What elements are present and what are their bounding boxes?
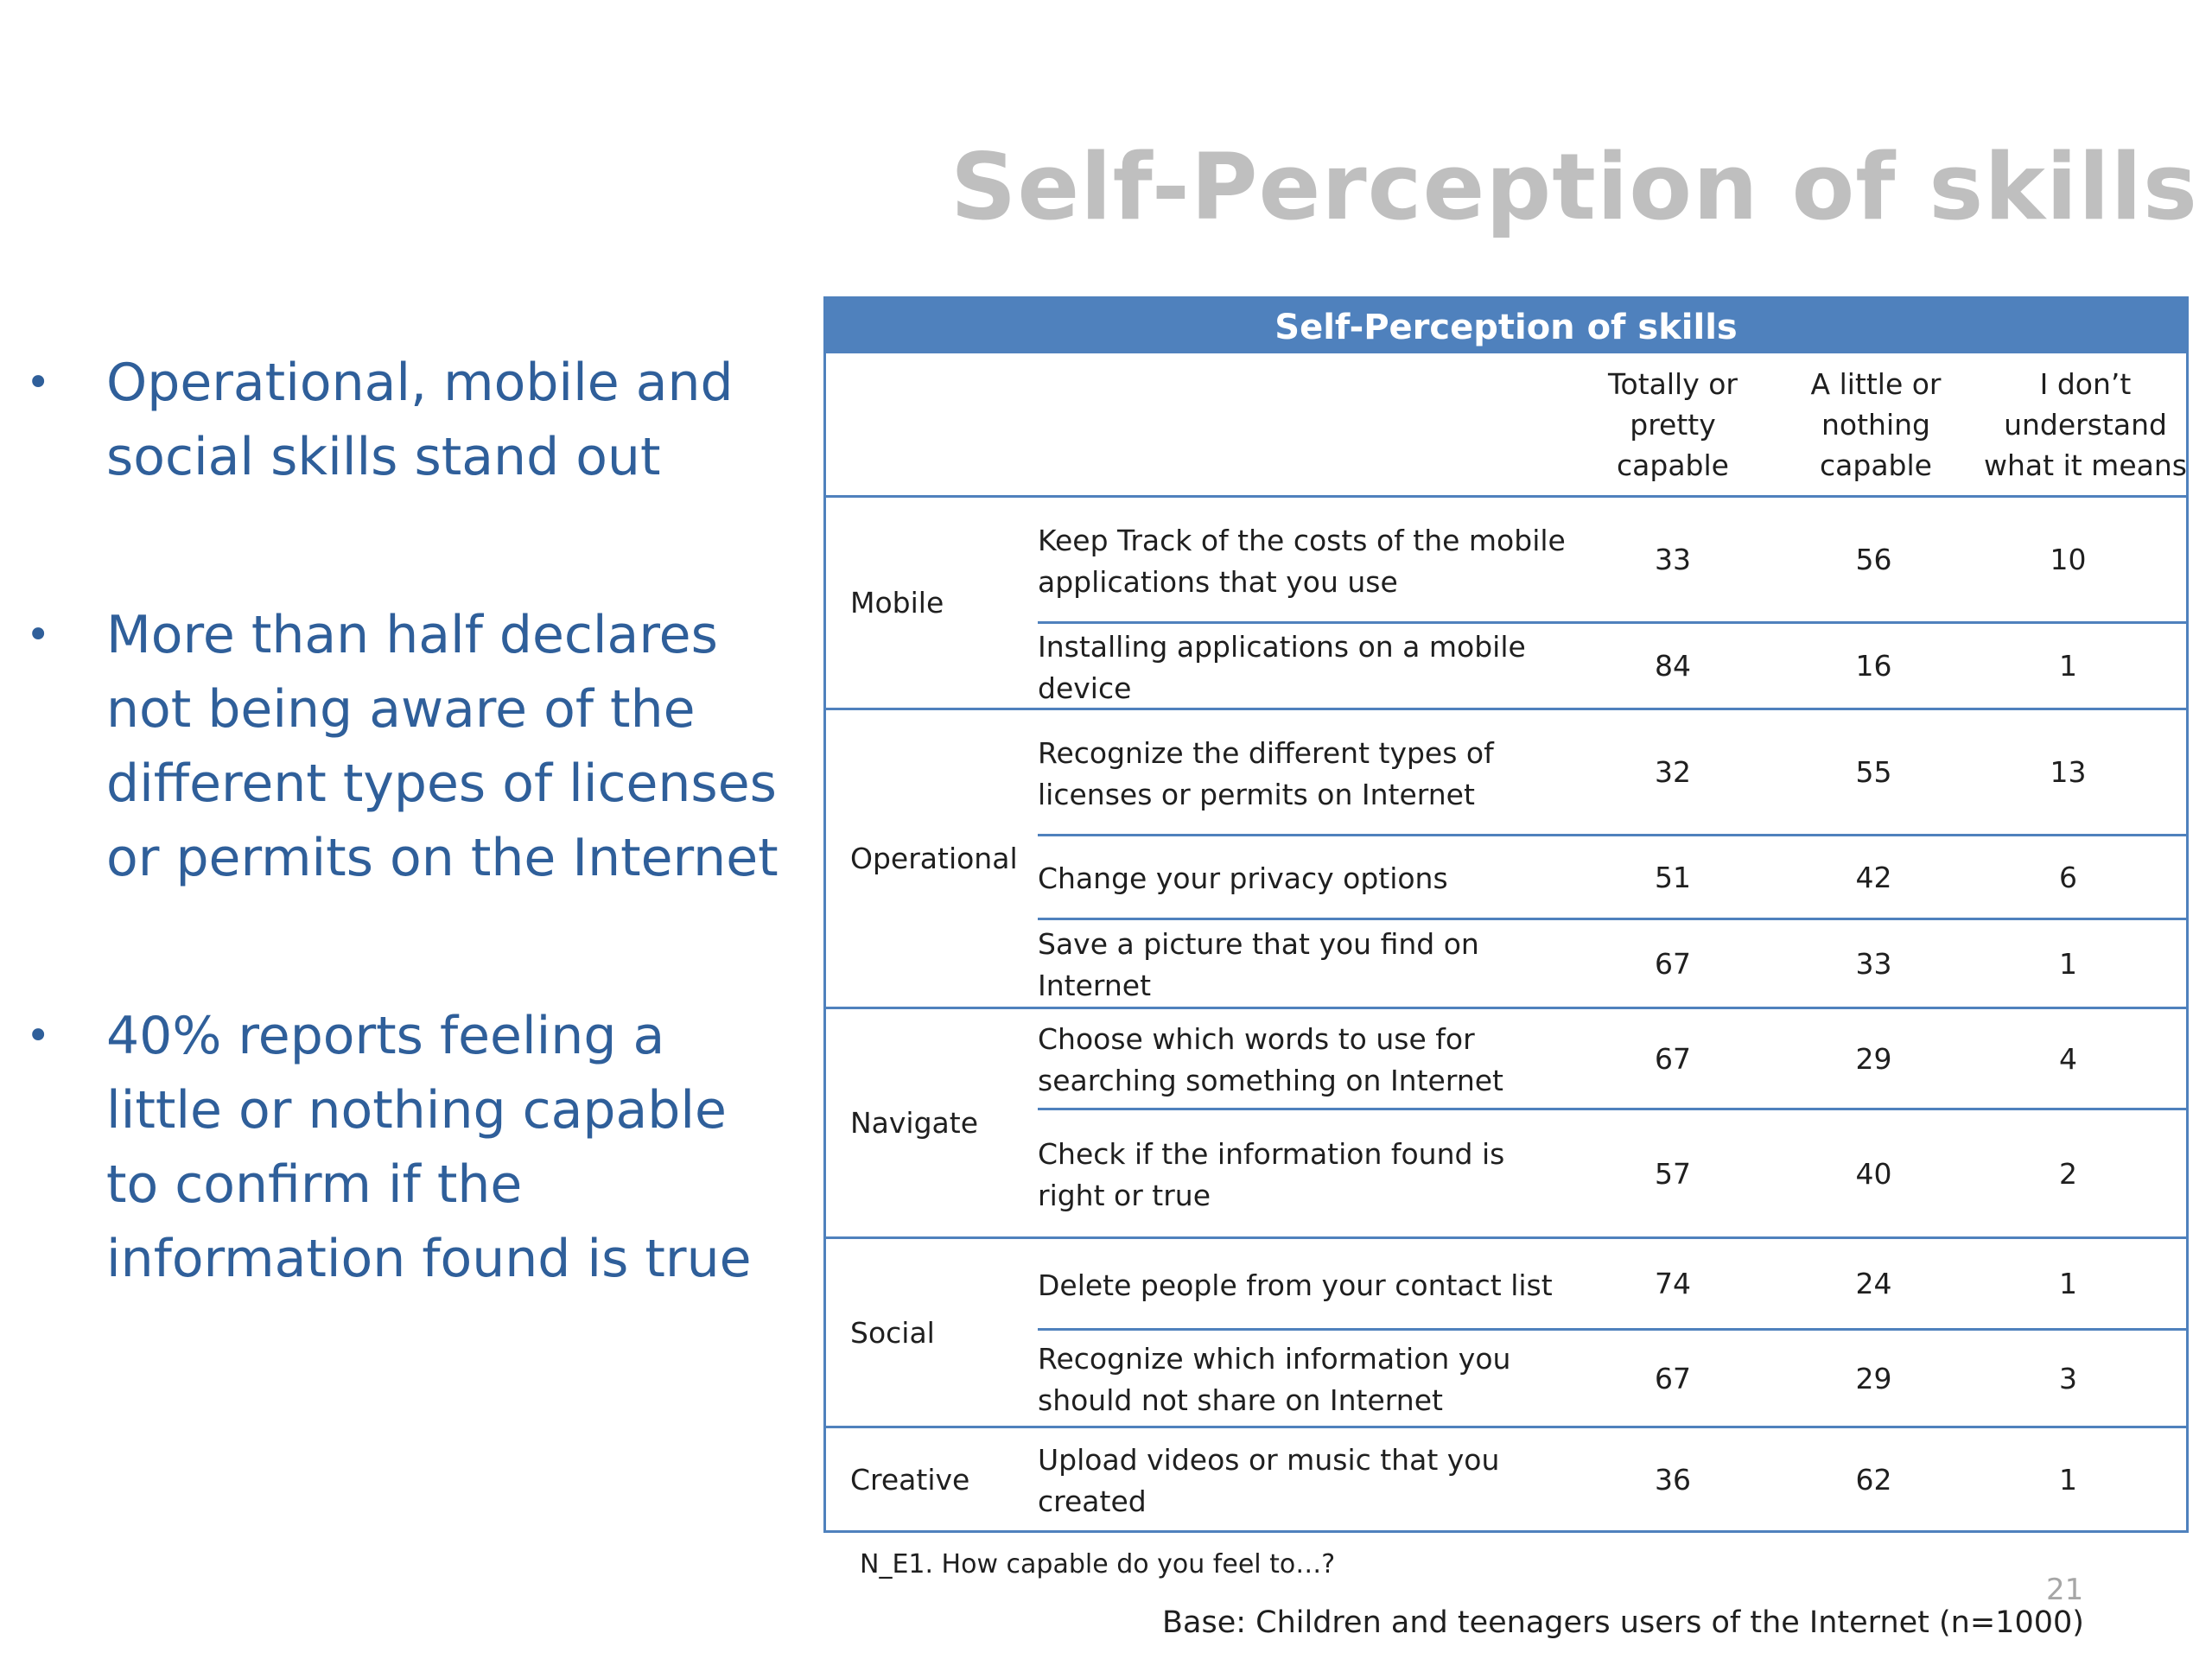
table-group-social: Social Delete people from your contact l… (826, 1239, 2186, 1428)
cell-value: 24 (1855, 1267, 1892, 1300)
cell-value: 10 (2050, 543, 2087, 576)
cell-value: 29 (1855, 1361, 1892, 1395)
table-group-mobile: Mobile Keep Track of the costs of the mo… (826, 498, 2186, 710)
bullet-text: More than half declares not being aware … (106, 605, 779, 888)
cell-value: 74 (1655, 1267, 1691, 1300)
row-item: Installing applications on a mobile devi… (1038, 629, 1526, 705)
cell-value: 56 (1855, 543, 1892, 576)
cell-value: 62 (1855, 1462, 1892, 1497)
row-item: Recognize which information you should n… (1038, 1342, 1511, 1417)
bullet-item: • More than half declares not being awar… (17, 598, 795, 895)
table-row: Save a picture that you find on Internet… (1038, 920, 2186, 1007)
cell-value: 13 (2050, 755, 2087, 789)
bullet-item: • 40% reports feeling a little or nothin… (17, 999, 795, 1296)
cell-value: 6 (2059, 860, 2077, 894)
group-label: Mobile (850, 586, 944, 620)
table-row: Installing applications on a mobile devi… (1038, 624, 2186, 708)
cell-value: 1 (2059, 1462, 2077, 1497)
bullet-text: 40% reports feeling a little or nothing … (106, 1006, 752, 1289)
table-row: Recognize the different types of license… (1038, 710, 2186, 836)
table-title: Self-Perception of skills (826, 299, 2186, 353)
cell-value: 1 (2059, 946, 2077, 981)
row-item: Recognize the different types of license… (1038, 735, 1494, 811)
row-item: Keep Track of the costs of the mobile ap… (1038, 523, 1566, 599)
table-group-creative: Creative Upload videos or music that you… (826, 1428, 2186, 1530)
table-row: Recognize which information you should n… (1038, 1331, 2186, 1426)
column-header: Totally or pretty capable (1607, 366, 1738, 482)
column-header: I don’t understand what it means (1984, 366, 2187, 482)
table-row: Delete people from your contact list 74 … (1038, 1239, 2186, 1331)
bullet-dot-icon: • (26, 1012, 51, 1060)
table-group-operational: Operational Recognize the different type… (826, 710, 2186, 1009)
cell-value: 29 (1855, 1041, 1892, 1076)
group-label: Creative (850, 1462, 970, 1497)
page-number: 21 (2046, 1573, 2084, 1607)
cell-value: 2 (2059, 1156, 2077, 1191)
group-label: Social (850, 1315, 935, 1350)
row-item: Change your privacy options (1038, 861, 1448, 895)
cell-value: 55 (1855, 755, 1892, 789)
row-item: Choose which words to use for searching … (1038, 1022, 1503, 1097)
question-footnote: N_E1. How capable do you feel to…? (860, 1549, 1336, 1580)
column-header: A little or nothing capable (1810, 366, 1942, 482)
base-note: Base: Children and teenagers users of th… (1162, 1605, 2084, 1640)
bullet-dot-icon: • (26, 611, 51, 659)
bullet-dot-icon: • (26, 359, 51, 407)
bullet-list: • Operational, mobile and social skills … (17, 346, 795, 1296)
cell-value: 40 (1855, 1156, 1892, 1191)
row-item: Save a picture that you find on Internet (1038, 927, 1479, 1002)
cell-value: 67 (1655, 1361, 1691, 1395)
slide-title: Self-Perception of skills (950, 134, 2198, 240)
cell-value: 84 (1655, 649, 1691, 683)
cell-value: 57 (1655, 1156, 1691, 1191)
cell-value: 1 (2059, 649, 2077, 683)
table-row: Check if the information found is right … (1038, 1110, 2186, 1236)
cell-value: 36 (1655, 1462, 1691, 1497)
table-group-navigate: Navigate Choose which words to use for s… (826, 1009, 2186, 1239)
skills-table: Self-Perception of skills Totally or pre… (823, 296, 2189, 1533)
group-label: Operational (850, 842, 1018, 875)
table-row: Choose which words to use for searching … (1038, 1009, 2186, 1110)
bullet-item: • Operational, mobile and social skills … (17, 346, 795, 494)
cell-value: 1 (2059, 1267, 2077, 1300)
cell-value: 67 (1655, 1041, 1691, 1076)
cell-value: 51 (1655, 860, 1691, 894)
cell-value: 16 (1855, 649, 1892, 683)
cell-value: 33 (1855, 946, 1892, 981)
row-item: Check if the information found is right … (1038, 1137, 1505, 1212)
cell-value: 33 (1655, 543, 1691, 576)
cell-value: 42 (1855, 860, 1892, 894)
row-item: Delete people from your contact list (1038, 1268, 1553, 1302)
table-row: Change your privacy options 51 42 6 (1038, 836, 2186, 920)
table-row: Upload videos or music that you created … (1038, 1428, 2186, 1530)
bullet-text: Operational, mobile and social skills st… (106, 353, 734, 487)
table-header-row: Totally or pretty capable A little or no… (826, 353, 2187, 498)
cell-value: 4 (2059, 1041, 2077, 1076)
group-label: Navigate (850, 1106, 979, 1140)
cell-value: 32 (1655, 755, 1691, 789)
row-item: Upload videos or music that you created (1038, 1443, 1500, 1518)
table-row: Keep Track of the costs of the mobile ap… (1038, 498, 2186, 624)
cell-value: 3 (2059, 1361, 2077, 1395)
cell-value: 67 (1655, 946, 1691, 981)
